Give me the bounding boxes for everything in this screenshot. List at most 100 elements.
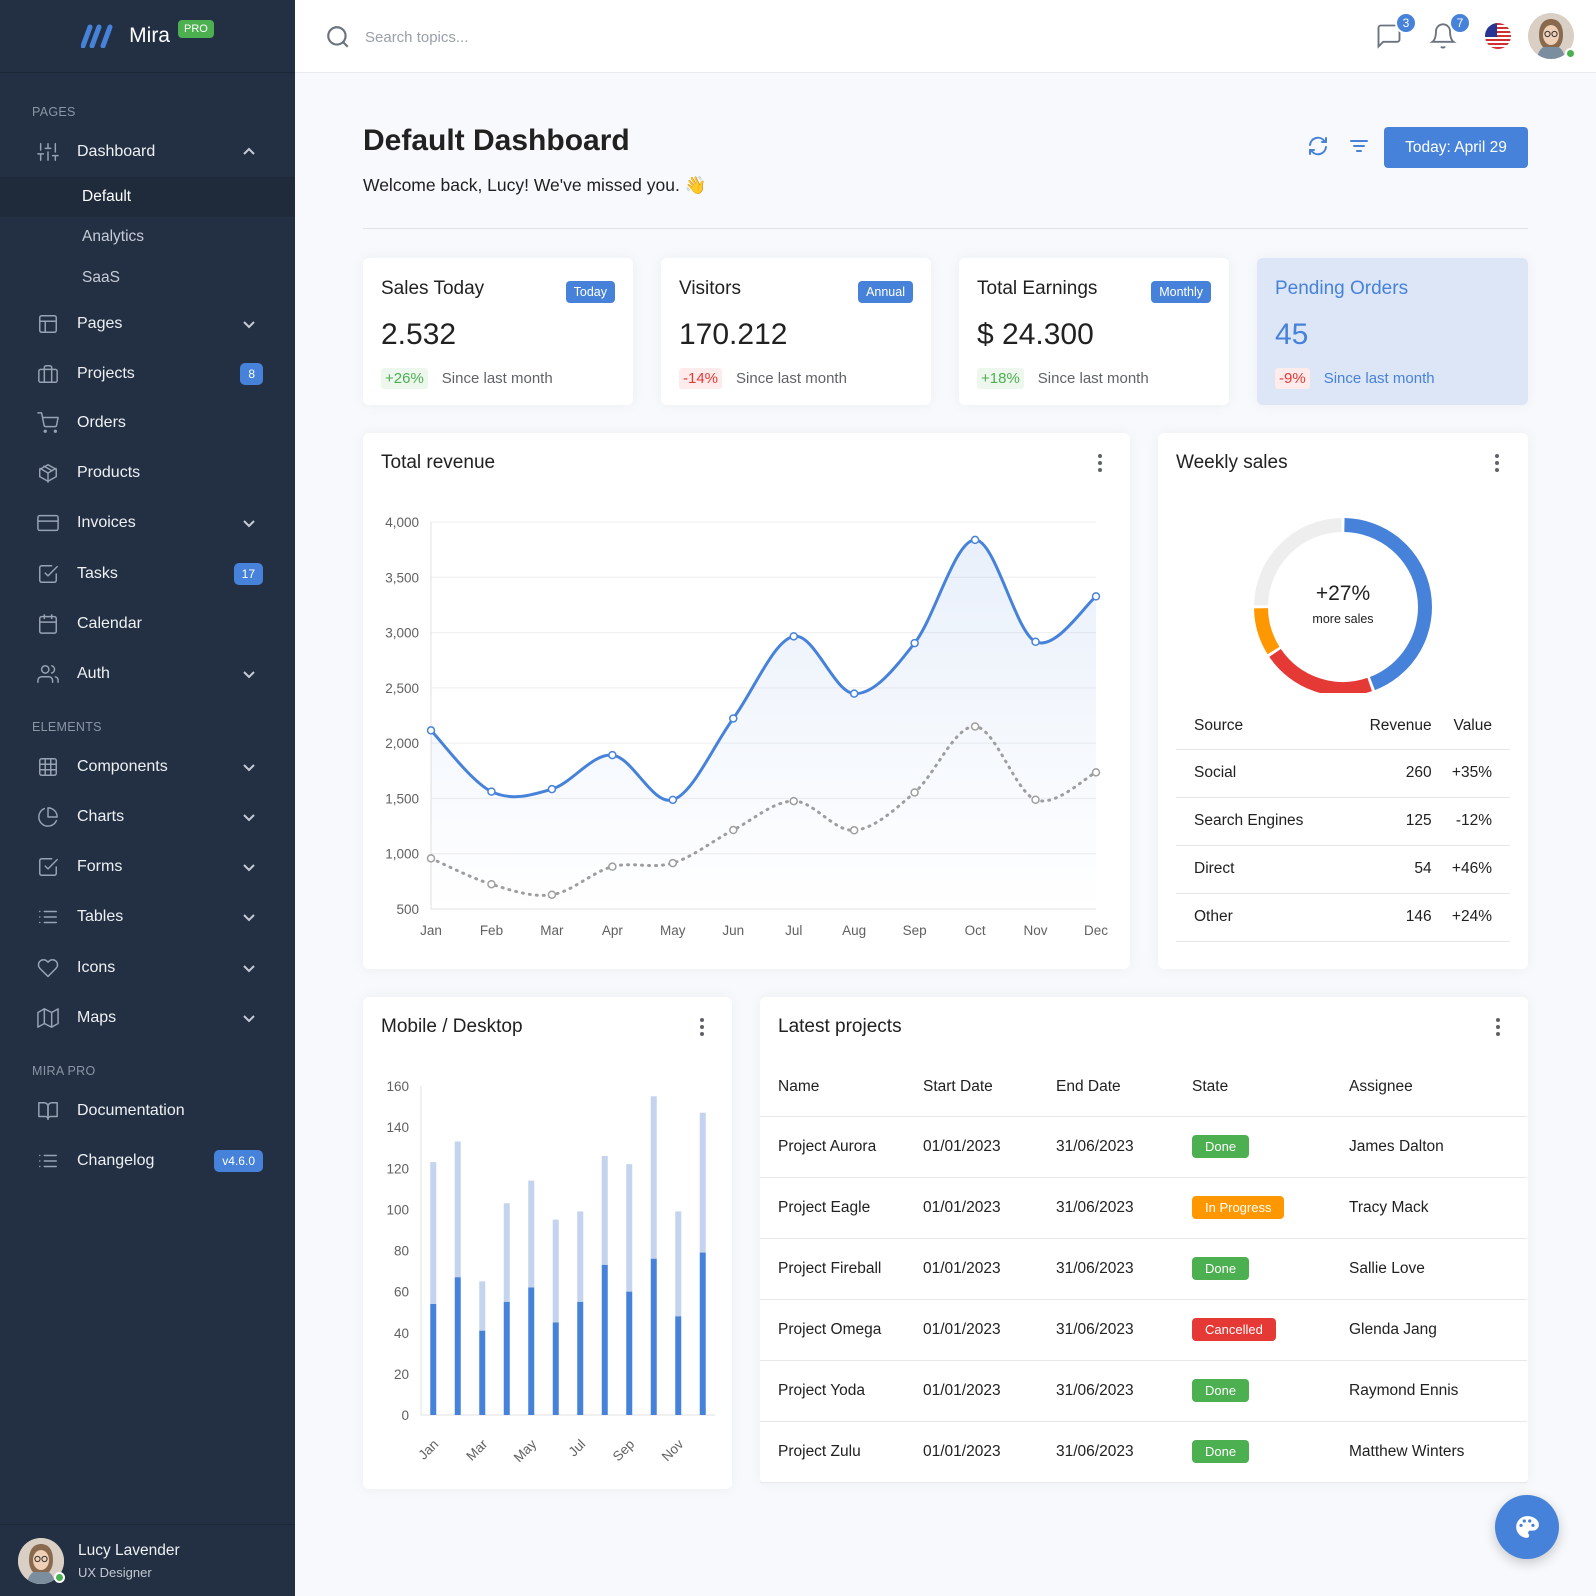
header-avatar[interactable] xyxy=(1528,13,1576,59)
sidebar-item-projects[interactable]: Projects 8 xyxy=(0,350,295,398)
brand-pro-badge: PRO xyxy=(178,20,214,38)
weekly-menu-button[interactable] xyxy=(1485,451,1509,475)
filter-button[interactable] xyxy=(1347,134,1371,158)
table-row[interactable]: Project Aurora 01/01/2023 31/06/2023 Don… xyxy=(760,1116,1527,1178)
bar-desktop xyxy=(503,1203,510,1302)
stat-period-tag: Annual xyxy=(858,281,913,303)
projects-menu-button[interactable] xyxy=(1486,1015,1510,1039)
pie-chart-icon xyxy=(36,805,60,829)
data-point xyxy=(487,879,496,889)
sidebar-item-charts[interactable]: Charts xyxy=(0,793,295,841)
y-tick-label: 140 xyxy=(386,1120,409,1135)
y-tick-label: 160 xyxy=(386,1079,409,1094)
x-tick-label: Sep xyxy=(610,1437,638,1465)
section-label-elements: ELEMENTS xyxy=(32,720,102,734)
users-icon xyxy=(36,662,60,686)
table-row[interactable]: Project Omega 01/01/2023 31/06/2023 Canc… xyxy=(760,1299,1527,1361)
x-tick-label: Sep xyxy=(903,923,927,938)
sidebar-subitem-default[interactable]: Default xyxy=(0,177,295,217)
sidebar-item-label: Documentation xyxy=(77,1102,185,1119)
sidebar-item-calendar[interactable]: Calendar xyxy=(0,600,295,648)
sidebar-subitem-saas[interactable]: SaaS xyxy=(82,269,120,286)
tasks-count-badge: 17 xyxy=(233,563,263,585)
sidebar-item-pages[interactable]: Pages xyxy=(0,300,295,348)
sidebar-item-documentation[interactable]: Documentation xyxy=(0,1087,295,1135)
table-row[interactable]: Project Eagle 01/01/2023 31/06/2023 In P… xyxy=(760,1177,1527,1239)
value-cell: -12% xyxy=(1431,797,1510,846)
stat-title: Total Earnings xyxy=(977,278,1098,299)
start-date-cell: 01/01/2023 xyxy=(923,1360,1056,1422)
stat-delta: +26% xyxy=(381,368,428,389)
column-header[interactable]: End Date xyxy=(1056,1059,1192,1117)
status-badge: Done xyxy=(1192,1135,1250,1158)
data-point xyxy=(910,788,919,797)
package-icon xyxy=(36,461,60,485)
y-tick-label: 0 xyxy=(401,1408,409,1423)
sidebar-item-tables[interactable]: Tables xyxy=(0,893,295,941)
y-tick-label: 60 xyxy=(394,1285,409,1300)
end-date-cell: 31/06/2023 xyxy=(1056,1177,1192,1239)
sidebar-item-label: Charts xyxy=(77,808,125,825)
x-tick-label: Oct xyxy=(965,923,986,938)
data-point xyxy=(487,787,496,796)
messages-button[interactable]: 3 xyxy=(1375,12,1417,52)
table-row[interactable]: Project Yoda 01/01/2023 31/06/2023 Done … xyxy=(760,1360,1527,1422)
donut-center-label: more sales xyxy=(1312,612,1373,626)
mobile-menu-button[interactable] xyxy=(690,1015,714,1039)
x-tick-label: May xyxy=(660,923,686,938)
data-point xyxy=(1031,637,1040,646)
today-date-button[interactable]: Today: April 29 xyxy=(1384,127,1528,168)
bar-mobile xyxy=(601,1264,608,1415)
table-row: Direct 54 +46% xyxy=(1176,845,1510,894)
list-icon xyxy=(36,1149,60,1173)
sidebar-subitem-analytics[interactable]: Analytics xyxy=(82,228,145,245)
search-box[interactable] xyxy=(325,24,665,50)
column-header[interactable]: State xyxy=(1192,1059,1349,1117)
refresh-button[interactable] xyxy=(1306,134,1330,158)
sidebar-item-icons[interactable]: Icons xyxy=(0,944,295,992)
data-point xyxy=(1031,795,1040,805)
section-label-mira-pro: MIRA PRO xyxy=(32,1064,96,1078)
column-header[interactable]: Assignee xyxy=(1349,1059,1527,1117)
sidebar-item-tasks[interactable]: Tasks 17 xyxy=(0,550,295,598)
sidebar-item-forms[interactable]: Forms xyxy=(0,843,295,891)
sidebar-item-orders[interactable]: Orders xyxy=(0,399,295,447)
brand[interactable]: Mira PRO xyxy=(0,0,295,73)
revenue-menu-button[interactable] xyxy=(1088,451,1112,475)
notifications-button[interactable]: 7 xyxy=(1429,12,1471,52)
status-badge: Done xyxy=(1192,1379,1250,1402)
sidebar-item-auth[interactable]: Auth xyxy=(0,650,295,698)
column-header[interactable]: Start Date xyxy=(923,1059,1056,1117)
sidebar-item-dashboard[interactable]: Dashboard xyxy=(0,128,295,176)
source-cell: Other xyxy=(1176,893,1348,942)
stat-card-visitors: Visitors Annual 170.212 -14% Since last m… xyxy=(661,258,931,405)
data-point xyxy=(849,826,859,835)
stat-period-tag: Today xyxy=(565,281,615,303)
table-row[interactable]: Project Zulu 01/01/2023 31/06/2023 Done … xyxy=(760,1421,1527,1483)
sidebar-item-changelog[interactable]: Changelog v4.6.0 xyxy=(0,1137,295,1185)
table-row[interactable]: Project Fireball 01/01/2023 31/06/2023 D… xyxy=(760,1238,1527,1300)
sidebar-item-components[interactable]: Components xyxy=(0,743,295,791)
status-badge: Cancelled xyxy=(1192,1318,1276,1341)
series-area xyxy=(431,539,1096,909)
value-cell: +35% xyxy=(1431,749,1510,798)
stat-note: Since last month xyxy=(441,370,553,387)
column-header[interactable]: Name xyxy=(760,1059,923,1117)
project-name-cell: Project Yoda xyxy=(760,1360,923,1422)
search-input[interactable] xyxy=(365,28,665,46)
sidebar-item-invoices[interactable]: Invoices xyxy=(0,499,295,547)
stat-period-tag: Monthly xyxy=(1151,281,1211,303)
theme-settings-button[interactable] xyxy=(1495,1495,1559,1559)
bar-mobile xyxy=(503,1301,510,1415)
stat-card-pending-orders: Pending Orders 45 -9% Since last month xyxy=(1257,258,1528,405)
sidebar-user[interactable]: Lucy Lavender UX Designer xyxy=(0,1524,295,1596)
bar-desktop xyxy=(454,1141,461,1278)
sidebar-item-label: Auth xyxy=(77,665,110,682)
bell-icon xyxy=(1429,23,1457,49)
user-role: UX Designer xyxy=(78,1564,152,1580)
value-cell: +46% xyxy=(1431,845,1510,894)
sidebar-item-maps[interactable]: Maps xyxy=(0,994,295,1042)
x-tick-label: Aug xyxy=(842,923,866,938)
sidebar-item-products[interactable]: Products xyxy=(0,449,295,497)
language-flag-button[interactable] xyxy=(1485,23,1511,49)
